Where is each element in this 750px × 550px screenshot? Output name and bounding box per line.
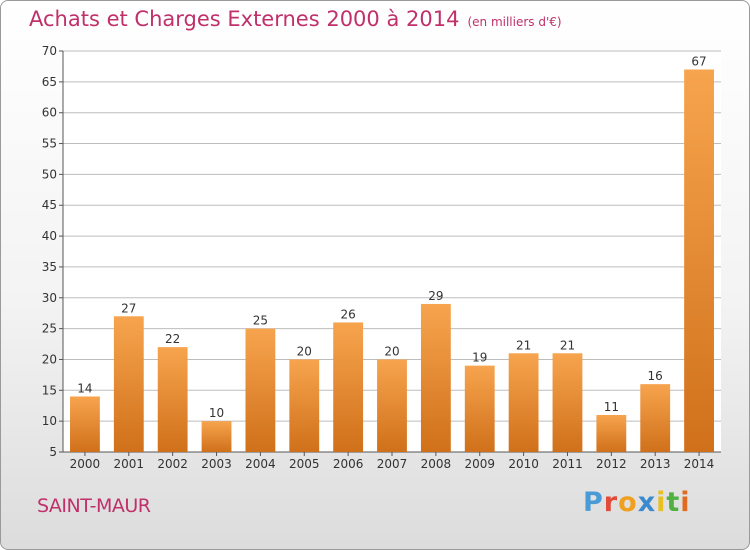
logo-letter: r: [603, 487, 619, 518]
x-tick-label: 2000: [70, 457, 101, 471]
y-tick-label: 55: [42, 137, 57, 151]
data-label: 10: [209, 406, 224, 420]
x-tick-label: 2005: [289, 457, 320, 471]
x-tick-label: 2010: [508, 457, 539, 471]
y-tick-label: 30: [42, 291, 57, 305]
bar: [684, 69, 714, 452]
bar: [70, 396, 100, 452]
y-tick-label: 40: [42, 229, 57, 243]
bar: [464, 365, 495, 452]
logo-letter: i: [680, 487, 691, 518]
x-tick-label: 2006: [333, 457, 364, 471]
y-tick-label: 65: [42, 75, 57, 89]
bar: [245, 328, 276, 452]
x-tick-label: 2003: [201, 457, 232, 471]
data-label: 20: [384, 344, 399, 358]
y-tick-label: 50: [42, 167, 57, 181]
logo-letter: P: [583, 487, 604, 518]
x-tick-label: 2002: [157, 457, 188, 471]
data-label: 26: [340, 307, 355, 321]
data-label: 25: [253, 314, 268, 328]
logo-letter: t: [666, 487, 681, 518]
y-tick-label: 60: [42, 106, 57, 120]
y-tick-label: 20: [42, 352, 57, 366]
x-tick-label: 2001: [114, 457, 145, 471]
data-label: 20: [297, 344, 312, 358]
x-tick-label: 2014: [684, 457, 715, 471]
bar: [333, 322, 364, 452]
data-label: 11: [604, 400, 619, 414]
data-label: 19: [472, 351, 487, 365]
y-tick-label: 5: [49, 445, 57, 459]
bar: [377, 359, 407, 452]
bar: [508, 353, 539, 452]
x-tick-label: 2012: [596, 457, 627, 471]
x-tick-label: 2011: [552, 457, 583, 471]
y-tick-label: 10: [42, 414, 57, 428]
data-label: 14: [77, 381, 92, 395]
title-text: Achats et Charges Externes 2000 à 2014: [29, 7, 460, 31]
unit-note: (en milliers d'€): [467, 15, 562, 29]
x-tick-label: 2008: [421, 457, 452, 471]
bar: [289, 359, 320, 452]
data-label: 29: [428, 289, 443, 303]
x-tick-label: 2004: [245, 457, 276, 471]
data-label: 21: [560, 338, 575, 352]
bar: [157, 347, 188, 452]
bar: [201, 421, 232, 452]
x-tick-label: 2007: [377, 457, 408, 471]
chart-title: Achats et Charges Externes 2000 à 2014 (e…: [29, 7, 562, 31]
bar: [552, 353, 583, 452]
bar: [596, 414, 627, 452]
data-label: 27: [121, 301, 136, 315]
y-tick-label: 35: [42, 260, 57, 274]
data-label: 67: [691, 55, 706, 69]
y-tick-label: 45: [42, 198, 57, 212]
y-tick-label: 70: [42, 44, 57, 58]
data-label: 21: [516, 338, 531, 352]
data-label: 16: [648, 369, 663, 383]
data-label: 22: [165, 332, 180, 346]
bar: [420, 303, 451, 452]
logo-letter: x: [637, 487, 657, 518]
logo-letter: i: [656, 487, 667, 518]
y-tick-label: 25: [42, 322, 57, 336]
x-tick-label: 2013: [640, 457, 671, 471]
bar: [113, 316, 144, 452]
bar: [640, 384, 671, 452]
location-name: SAINT-MAUR: [37, 495, 151, 517]
proxiti-logo: Proxiti: [583, 487, 691, 518]
x-tick-label: 2009: [464, 457, 495, 471]
y-tick-label: 15: [42, 383, 57, 397]
logo-letter: o: [618, 487, 638, 518]
